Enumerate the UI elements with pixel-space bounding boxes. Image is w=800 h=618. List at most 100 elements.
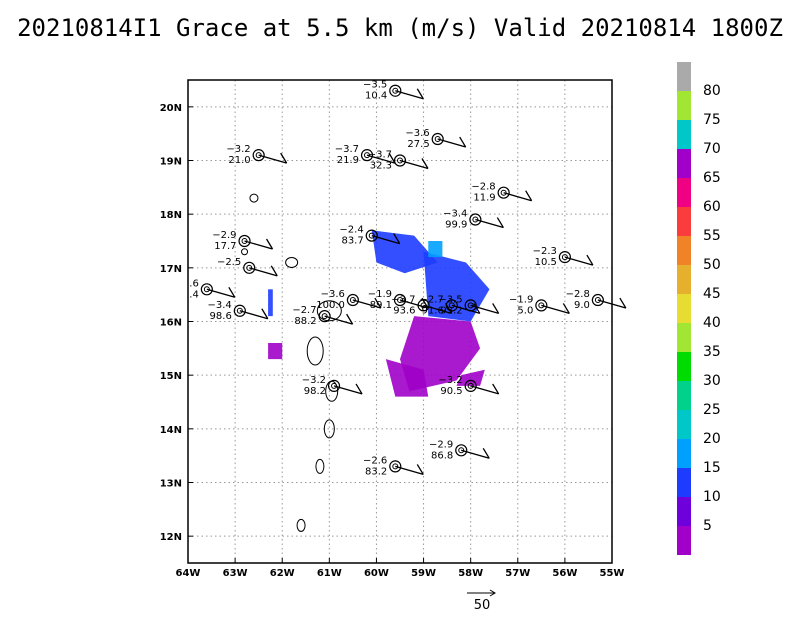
colorbar-segment — [677, 236, 691, 265]
station-label-bottom: 5.0 — [517, 305, 533, 316]
colorbar-segment — [677, 497, 691, 526]
station-marker — [389, 84, 402, 97]
station-label-bottom: 91.6 — [422, 305, 444, 316]
x-tick-label: 64W — [176, 568, 201, 579]
station-marker-inner — [392, 463, 399, 470]
colorbar-segment — [677, 149, 691, 178]
x-tick-label: 62W — [270, 568, 295, 579]
colorbar-segment — [677, 91, 691, 120]
wind-barb-flag — [586, 254, 594, 266]
colorbar-segment — [677, 439, 691, 468]
colorbar-segment — [677, 526, 691, 555]
wind-barb — [395, 90, 424, 100]
station-label-top: −2.7 — [292, 305, 316, 316]
station-marker — [417, 299, 430, 312]
station-label-top: −3.2 — [438, 375, 462, 386]
station-marker-inner — [594, 297, 601, 304]
wind-barb-flag — [416, 464, 424, 475]
island-outline — [285, 256, 299, 268]
wind-barb-flag — [496, 217, 504, 228]
station-label-top: −3.2 — [302, 375, 326, 386]
wind-barb — [399, 299, 429, 309]
wind-barb — [503, 192, 532, 202]
station-label-bottom: 98.6 — [210, 311, 232, 322]
station-marker-inner — [368, 232, 375, 239]
island-outline — [306, 336, 324, 366]
station-marker-inner — [246, 264, 253, 271]
station-marker — [558, 251, 571, 264]
station-label-bottom: .4 — [189, 289, 199, 300]
wind-barb-flag — [459, 136, 467, 148]
station-marker — [445, 299, 458, 312]
station-marker-inner — [458, 447, 465, 454]
y-tick-label: 14N — [160, 425, 182, 436]
x-tick-label: 58W — [458, 568, 483, 579]
colorbar-segment — [677, 294, 691, 323]
wind-barb — [461, 449, 490, 459]
station-marker-inner — [331, 382, 338, 389]
station-label-top: −3.6 — [405, 128, 429, 139]
station-marker — [389, 460, 402, 473]
station-label-top: −2.7 — [420, 294, 444, 305]
station-marker — [346, 293, 359, 307]
wind-barb — [423, 304, 452, 315]
x-tick-label: 61W — [317, 568, 342, 579]
station-label-bottom: 99.9 — [445, 220, 467, 231]
island-outline — [296, 518, 306, 532]
colorbar-label: 20 — [703, 431, 721, 447]
colorbar-label: 80 — [703, 83, 721, 99]
station-label-top: −2.5 — [217, 257, 241, 268]
wind-barb — [239, 310, 269, 320]
colorbar-label: 30 — [703, 373, 721, 389]
wind-barb-flag — [482, 447, 490, 459]
x-tick-label: 55W — [600, 568, 625, 579]
station-marker-inner — [321, 313, 328, 320]
station-label-bottom: 100.0 — [316, 300, 345, 311]
station-label-top: −2.9 — [429, 439, 453, 450]
station-marker — [464, 379, 477, 392]
wind-barb-flag — [228, 286, 236, 298]
station-label-top: −3.5 — [363, 80, 387, 91]
station-marker — [200, 283, 213, 296]
wind-barb-flag — [492, 303, 500, 314]
wind-scale-label: 50 — [473, 598, 491, 613]
station-label-top: −1.9 — [509, 294, 533, 305]
station-label-bottom: 32.3 — [370, 161, 392, 172]
x-tick-label: 56W — [552, 568, 577, 579]
x-tick-label: 57W — [505, 568, 530, 579]
station-label-bottom: 11.9 — [473, 193, 495, 204]
y-tick-label: 18N — [160, 210, 182, 221]
wind-barb-flag — [562, 303, 570, 314]
station-marker-inner — [241, 238, 248, 244]
station-marker-inner — [236, 307, 243, 314]
station-marker-inner — [364, 152, 371, 159]
station-marker-inner — [434, 136, 441, 143]
station-marker-inner — [538, 302, 545, 309]
y-tick-label: 17N — [160, 264, 182, 275]
station-marker-inner — [467, 382, 474, 389]
station-label-bottom: 98.2 — [304, 386, 326, 397]
y-tick-label: 13N — [160, 479, 182, 490]
station-marker-inner — [397, 297, 403, 304]
island-outline — [323, 419, 335, 439]
station-marker — [469, 213, 482, 226]
station-label-top: −2.8 — [471, 182, 495, 193]
wind-barb-flag — [619, 297, 627, 309]
colorbar-segment — [677, 381, 691, 410]
colorbar-segment — [677, 352, 691, 381]
station-label-top: −2.3 — [533, 246, 557, 257]
wind-barb-flag — [261, 308, 269, 320]
station-label-top: −2.6 — [363, 455, 387, 466]
colorbar-label: 35 — [703, 344, 721, 360]
station-marker-inner — [392, 87, 399, 94]
island-outline — [315, 458, 325, 474]
wind-barb-flag — [355, 383, 363, 395]
x-tick-label: 59W — [411, 568, 436, 579]
station-marker — [464, 299, 477, 312]
wind-barb-flag — [492, 383, 500, 395]
station-label-bottom: 86.8 — [431, 450, 453, 461]
colorbar-segment — [677, 265, 691, 294]
colorbar-segment — [677, 120, 691, 149]
station-marker-inner — [420, 302, 427, 309]
